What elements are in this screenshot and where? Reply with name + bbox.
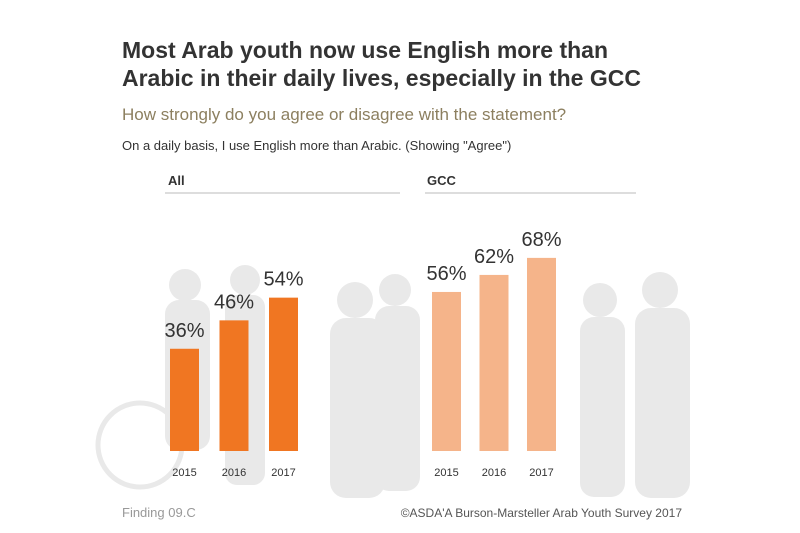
bar (170, 348, 199, 451)
x-tick-label: 2015 (434, 467, 458, 479)
source: ©ASDA'A Burson-Marsteller Arab Youth Sur… (401, 506, 683, 520)
group-title: GCC (427, 173, 457, 188)
silhouettes (95, 265, 690, 498)
statement: On a daily basis, I use English more tha… (122, 138, 511, 153)
value-label: 56% (426, 263, 466, 285)
finding-label: Finding 09.C (122, 505, 196, 520)
x-tick-label: 2017 (271, 467, 295, 479)
title-line: Arabic in their daily lives, especially … (122, 65, 641, 91)
x-tick-label: 2015 (172, 467, 196, 479)
bar (479, 274, 509, 451)
bar (219, 320, 249, 451)
x-tick-label: 2016 (222, 467, 246, 479)
subtitle: How strongly do you agree or disagree wi… (122, 105, 566, 124)
value-label: 46% (214, 291, 254, 313)
value-label: 54% (263, 269, 303, 291)
x-tick-label: 2017 (529, 467, 553, 479)
bar (432, 291, 461, 451)
title-line: Most Arab youth now use English more tha… (122, 37, 608, 63)
bar (527, 257, 556, 451)
value-label: 62% (474, 246, 514, 268)
bar (269, 297, 298, 451)
value-label: 36% (164, 320, 204, 342)
value-label: 68% (521, 229, 561, 251)
x-tick-label: 2016 (482, 467, 506, 479)
group-title: All (168, 173, 185, 188)
